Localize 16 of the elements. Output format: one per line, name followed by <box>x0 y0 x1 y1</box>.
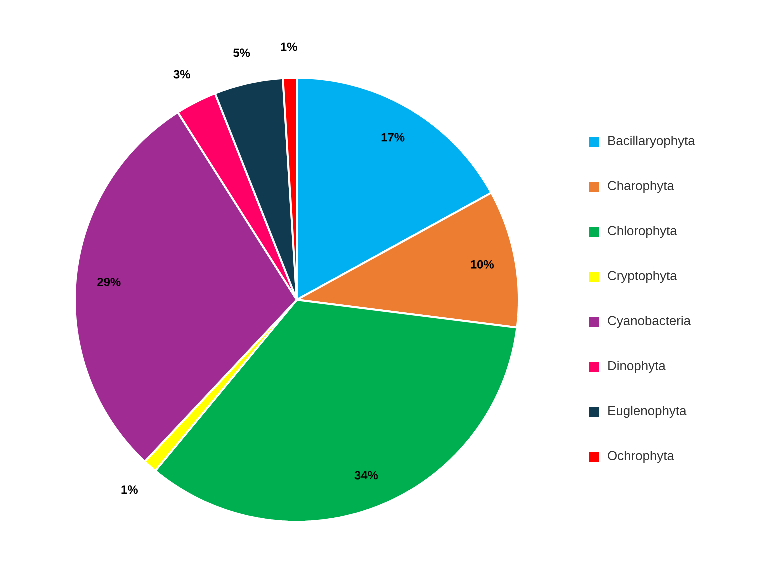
legend-label: Chlorophyta <box>608 226 678 238</box>
legend-label: Charophyta <box>608 180 674 194</box>
data-label: 1% <box>122 486 138 494</box>
legend-label: Euglenophyta <box>608 406 687 418</box>
legend-label: Bacillaryophyta <box>608 136 696 148</box>
legend-label: Dinophyta <box>608 360 666 374</box>
data-label: 5% <box>234 48 250 58</box>
data-label: 17% <box>382 133 405 142</box>
legend-label: Cryptophyta <box>608 270 678 284</box>
data-label: 1% <box>281 42 298 52</box>
legend-label: Cyanobacteria <box>608 316 692 328</box>
legend-label: Ochrophyta <box>608 450 674 464</box>
data-label: 3% <box>174 70 190 79</box>
data-label: 34% <box>354 471 378 480</box>
data-label: 29% <box>98 278 121 286</box>
data-label: 10% <box>471 260 494 269</box>
